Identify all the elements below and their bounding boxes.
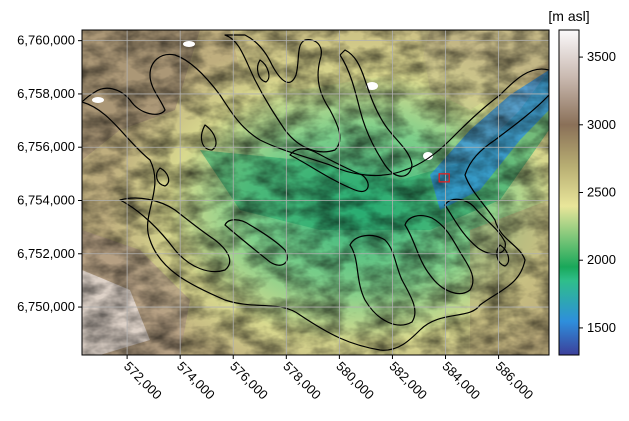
x-tick-label: 586,000 <box>492 359 536 403</box>
glacier-outline-north-arm <box>224 34 341 153</box>
glacier-outline-nunatak <box>155 167 170 187</box>
x-tick-label: 572,000 <box>121 359 165 403</box>
colorbar-tick-label: 1500 <box>587 320 616 335</box>
x-tick-label: 578,000 <box>280 359 324 403</box>
y-tick-label: 6,754,000 <box>17 192 75 207</box>
glacier-outline-south-arm-2 <box>404 215 474 295</box>
x-axis: 572,000 574,000 576,000 578,000 580,000 582,0… <box>121 355 536 402</box>
colorbar-ticks: 1500 2000 2500 3000 3500 <box>579 49 616 335</box>
colorbar: [m asl] 1500 2000 2500 3000 3500 <box>548 8 616 356</box>
colorbar-tick-label: 3000 <box>587 117 616 132</box>
colorbar-gradient <box>558 29 580 356</box>
x-tick-label: 574,000 <box>174 359 218 403</box>
glacier-outline-central-tongue <box>289 148 369 192</box>
map-frame <box>81 29 550 356</box>
glacier-outline-south-arm <box>349 234 416 326</box>
glacier-outline-west-arm-2 <box>224 219 288 266</box>
glacier-outline-nunatak <box>200 124 217 151</box>
snow-patch <box>366 82 378 90</box>
hillshade-texture <box>82 30 549 355</box>
glacier-outline-nunatak <box>496 244 510 267</box>
y-tick-label: 6,752,000 <box>17 246 75 261</box>
colorbar-tick-label: 2000 <box>587 252 616 267</box>
x-tick-label: 584,000 <box>439 359 483 403</box>
snow-patch <box>92 97 104 103</box>
y-tick-label: 6,756,000 <box>17 139 75 154</box>
map-panel <box>81 29 550 356</box>
glacier-outline-south-arm-3 <box>444 198 506 255</box>
snow-patch <box>423 152 433 160</box>
gridlines <box>82 30 549 355</box>
snow-patch <box>183 41 195 47</box>
x-tick-label: 576,000 <box>227 359 271 403</box>
glacier-outline-west-arm <box>119 197 231 273</box>
colorbar-tick-label: 2500 <box>587 185 616 200</box>
y-axis: 6,750,000 6,752,000 6,754,000 6,756,000 6,75… <box>17 33 82 314</box>
colorbar-unit-label: [m asl] <box>548 8 589 24</box>
x-tick-label: 582,000 <box>386 359 430 403</box>
glacier-outlines <box>82 34 549 351</box>
x-tick-label: 580,000 <box>333 359 377 403</box>
colorbar-tick-label: 3500 <box>587 49 616 64</box>
glacier-outline-north-arm-2 <box>339 49 413 177</box>
marker-layer <box>438 173 450 183</box>
y-tick-label: 6,760,000 <box>17 33 75 48</box>
glacier-outline-nunatak <box>256 59 270 83</box>
y-tick-label: 6,758,000 <box>17 86 75 101</box>
site-marker <box>438 173 450 183</box>
y-tick-label: 6,750,000 <box>17 299 75 314</box>
glacier-outline-main <box>82 53 549 351</box>
